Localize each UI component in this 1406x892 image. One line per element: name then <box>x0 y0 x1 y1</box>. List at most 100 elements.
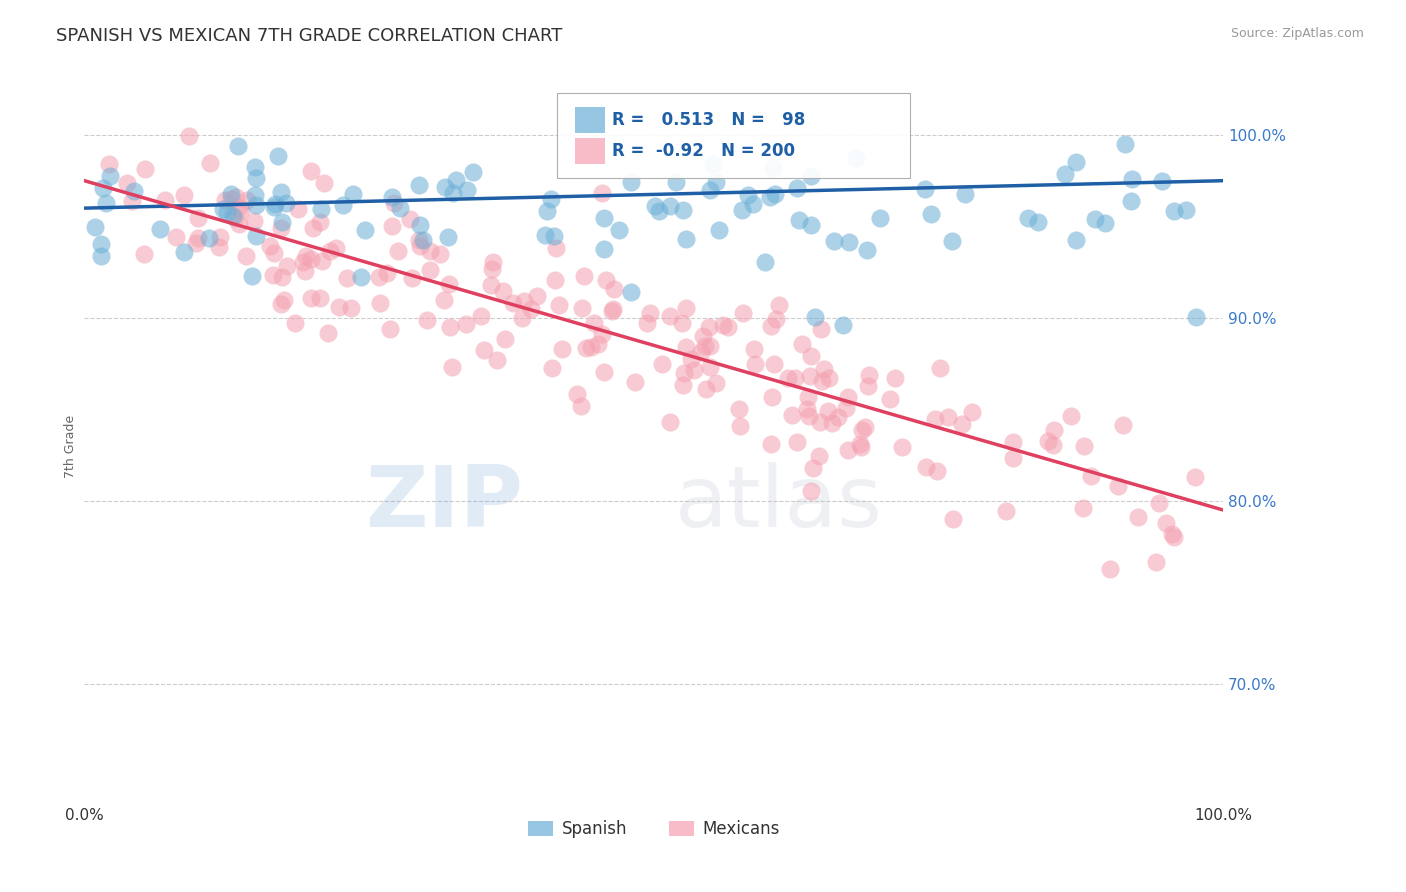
Point <box>728 418 751 433</box>
Point <box>741 196 763 211</box>
Point <box>920 207 942 221</box>
Point <box>491 284 513 298</box>
Point <box>799 369 821 384</box>
Point <box>1163 203 1185 218</box>
Point <box>800 350 823 364</box>
Point <box>591 186 613 200</box>
Point <box>276 259 298 273</box>
FancyBboxPatch shape <box>557 93 910 178</box>
Point <box>582 317 605 331</box>
Point <box>603 283 626 297</box>
Point <box>381 219 404 233</box>
Point <box>316 326 339 340</box>
Point <box>165 230 187 244</box>
Point <box>502 296 524 310</box>
Point <box>299 292 322 306</box>
Point <box>1185 310 1208 324</box>
Point <box>810 322 832 336</box>
Point <box>803 461 825 475</box>
Point <box>270 270 292 285</box>
Point <box>409 239 432 253</box>
Point <box>699 183 721 197</box>
Point <box>270 221 292 235</box>
Point <box>1084 212 1107 227</box>
Point <box>837 442 859 457</box>
Point <box>408 233 430 247</box>
Point <box>311 254 333 268</box>
Point <box>198 231 221 245</box>
Point <box>1121 194 1143 208</box>
Point <box>84 219 107 234</box>
Point <box>1002 434 1025 449</box>
Point <box>292 255 315 269</box>
Point <box>941 235 963 249</box>
Point <box>1080 468 1102 483</box>
Point <box>856 244 879 258</box>
Point <box>536 203 558 218</box>
Point <box>273 293 295 307</box>
Point <box>513 293 536 308</box>
Point <box>595 273 617 287</box>
Point <box>226 139 249 153</box>
Point <box>456 183 478 197</box>
Point <box>90 237 112 252</box>
Point <box>436 230 458 244</box>
Point <box>835 401 858 415</box>
Point <box>1152 174 1174 188</box>
Point <box>962 405 984 419</box>
Point <box>225 190 247 204</box>
Point <box>263 245 285 260</box>
Point <box>486 353 509 368</box>
Point <box>697 320 720 334</box>
Point <box>804 310 827 325</box>
Point <box>263 200 285 214</box>
Point <box>245 198 267 212</box>
Point <box>602 301 624 316</box>
Point <box>623 375 645 389</box>
Point <box>704 376 727 391</box>
Point <box>271 215 294 229</box>
Point <box>1154 516 1177 530</box>
Point <box>387 244 409 259</box>
Point <box>380 322 402 336</box>
Point <box>270 185 292 199</box>
Point <box>228 217 250 231</box>
Point <box>389 201 412 215</box>
Point <box>821 416 844 430</box>
Point <box>1060 409 1083 424</box>
Point <box>474 343 496 358</box>
Point <box>264 196 287 211</box>
Point <box>679 351 702 366</box>
Point <box>683 363 706 377</box>
Point <box>776 371 799 385</box>
Text: atlas: atlas <box>675 461 883 545</box>
Point <box>811 374 834 388</box>
Point <box>173 245 195 260</box>
Point <box>187 211 209 225</box>
Point <box>620 175 643 189</box>
Point <box>780 408 803 422</box>
Text: SPANISH VS MEXICAN 7TH GRADE CORRELATION CHART: SPANISH VS MEXICAN 7TH GRADE CORRELATION… <box>56 27 562 45</box>
Point <box>368 295 391 310</box>
Point <box>187 231 209 245</box>
Point <box>651 357 673 371</box>
Point <box>236 193 259 207</box>
Point <box>308 291 330 305</box>
Point <box>853 419 876 434</box>
Point <box>434 180 457 194</box>
Point <box>228 200 250 214</box>
Point <box>354 223 377 237</box>
Point <box>198 156 221 170</box>
Point <box>672 203 695 218</box>
Point <box>284 316 307 330</box>
Point <box>924 412 946 426</box>
Point <box>543 228 565 243</box>
Point <box>586 337 609 351</box>
Point <box>593 211 616 225</box>
Point <box>1184 469 1206 483</box>
Point <box>301 220 323 235</box>
Point <box>325 241 347 255</box>
Point <box>768 298 790 312</box>
Point <box>208 229 231 244</box>
Point <box>565 387 588 401</box>
